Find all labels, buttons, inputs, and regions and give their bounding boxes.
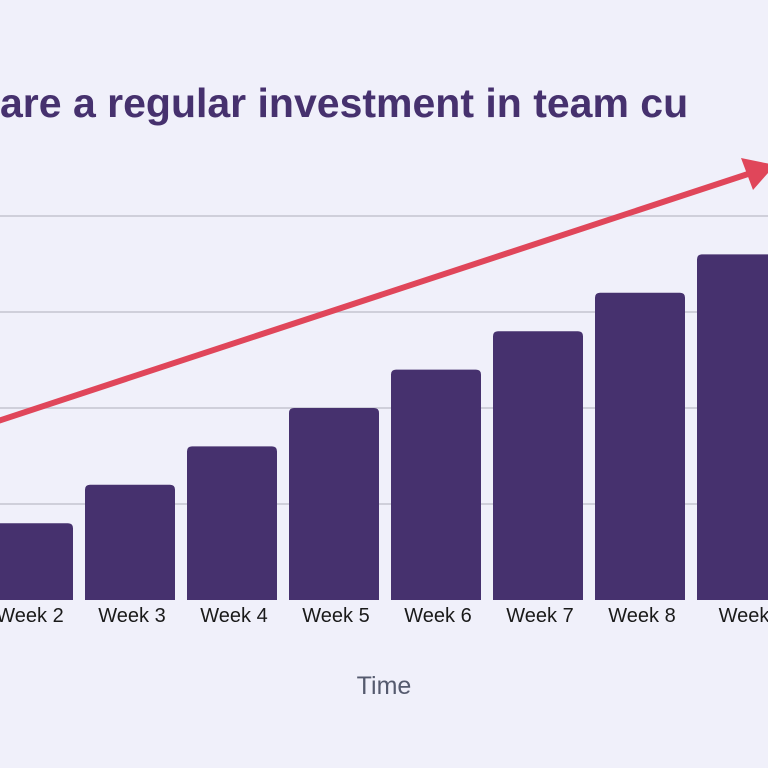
arrow-line — [0, 171, 749, 424]
x-axis-label: Time — [357, 672, 412, 700]
bar — [595, 292, 685, 600]
x-tick-label: Week — [719, 605, 768, 627]
bars — [0, 254, 768, 600]
trend-arrow — [0, 158, 768, 424]
bar — [0, 523, 73, 600]
bar — [391, 369, 481, 600]
bar — [289, 408, 379, 600]
bar — [697, 254, 768, 600]
x-tick-label: Week 8 — [608, 605, 675, 627]
x-tick-label: Week 5 — [302, 605, 369, 627]
chart-title: are a regular investment in team cu — [0, 80, 688, 126]
x-tick-label: Week 3 — [98, 605, 165, 627]
bar — [493, 331, 583, 600]
x-tick-label: Week 2 — [0, 605, 64, 627]
bar — [187, 446, 277, 600]
arrow-head — [741, 158, 768, 190]
x-tick-label: Week 7 — [506, 605, 573, 627]
bar — [85, 484, 175, 600]
x-tick-label: Week 6 — [404, 605, 471, 627]
x-tick-label: Week 4 — [200, 605, 267, 627]
